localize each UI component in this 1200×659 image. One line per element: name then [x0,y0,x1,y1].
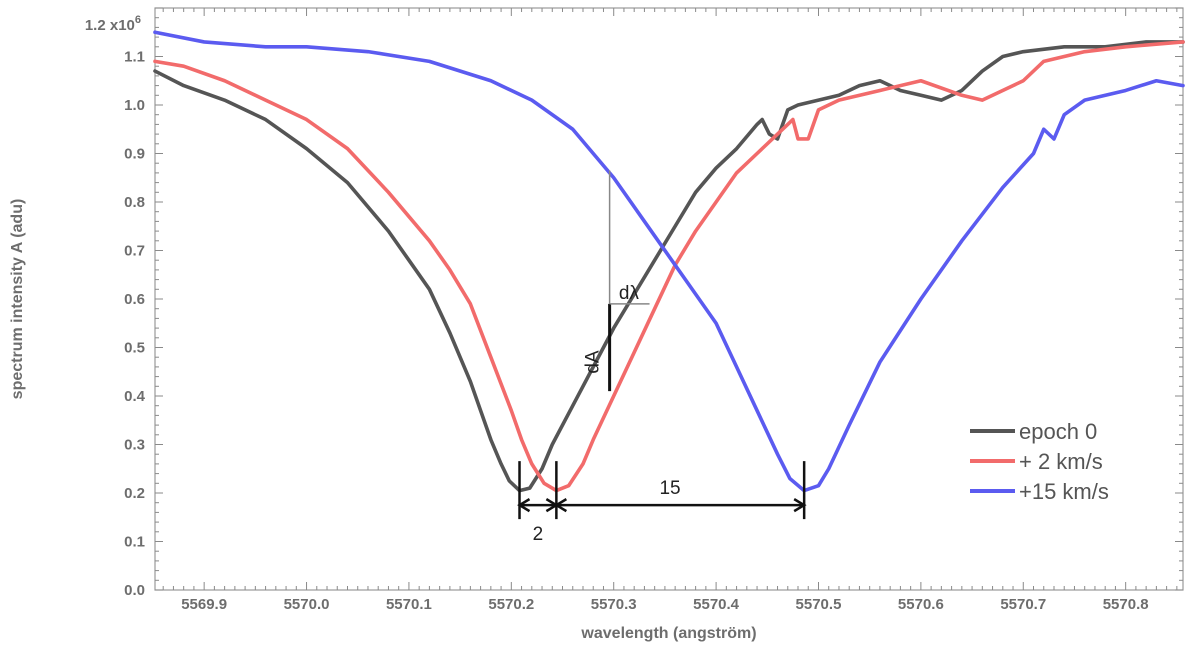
series-line-3 [153,30,1185,493]
y-top-tick-base: 1.2 x10 [85,17,135,34]
y-axis-label: spectrum intensity A (adu) [9,199,26,400]
x-tick-label: 5570.5 [796,596,842,613]
y-top-tick-exponent: 6 [135,14,141,26]
legend-label-3: +15 km/s [1019,479,1109,504]
x-tick-label: 5570.1 [386,596,432,613]
x-tick-label: 5570.0 [284,596,330,613]
x-tick-label: 5570.2 [488,596,534,613]
annotation-label-2: 2 [533,524,544,545]
annotations: 2 15 dA dλ [517,170,807,545]
series-lines [153,30,1185,493]
y-tick-label: 0.0 [124,582,145,599]
x-tick-label: 5570.3 [591,596,637,613]
legend-label-1: epoch 0 [1019,419,1097,444]
y-tick-label: 1.0 [124,97,145,114]
y-top-tick-label: 1.2 x106 [85,14,141,34]
axis-ticks: 5569.9 5570.0 5570.1 5570.2 5570.3 5570.4 5570… [124,7,1183,613]
y-tick-label: 0.9 [124,146,145,163]
arrow-2-head-left [517,498,531,513]
y-tick-label: 0.8 [124,194,145,211]
x-tick-label: 5570.7 [1000,596,1046,613]
x-tick-label: 5569.9 [181,596,227,613]
legend: epoch 0 + 2 km/s +15 km/s [970,419,1109,504]
y-tick-label: 0.4 [124,388,146,405]
y-tick-label: 0.2 [124,485,145,502]
x-tick-label: 5570.6 [898,596,944,613]
y-tick-label: 1.1 [124,49,145,66]
y-tick-label: 0.5 [124,340,145,357]
y-tick-label: 0.7 [124,243,145,260]
annotation-label-15: 15 [659,478,680,499]
series-line-2 [153,40,1185,493]
y-tick-label: 0.1 [124,534,145,551]
arrow-15-head-right [793,498,807,513]
x-axis-label: wavelength (angström) [580,625,756,642]
annotation-label-dlambda: dλ [619,283,640,304]
x-tick-label: 5570.4 [693,596,740,613]
y-tick-label: 0.6 [124,291,145,308]
x-tick-label: 5570.8 [1103,596,1149,613]
arrow-15-head-left [553,498,568,513]
legend-label-2: + 2 km/s [1019,449,1103,474]
annotation-label-dA: dA [582,350,603,374]
y-tick-label: 0.3 [124,437,145,454]
series-line-1 [153,40,1185,493]
